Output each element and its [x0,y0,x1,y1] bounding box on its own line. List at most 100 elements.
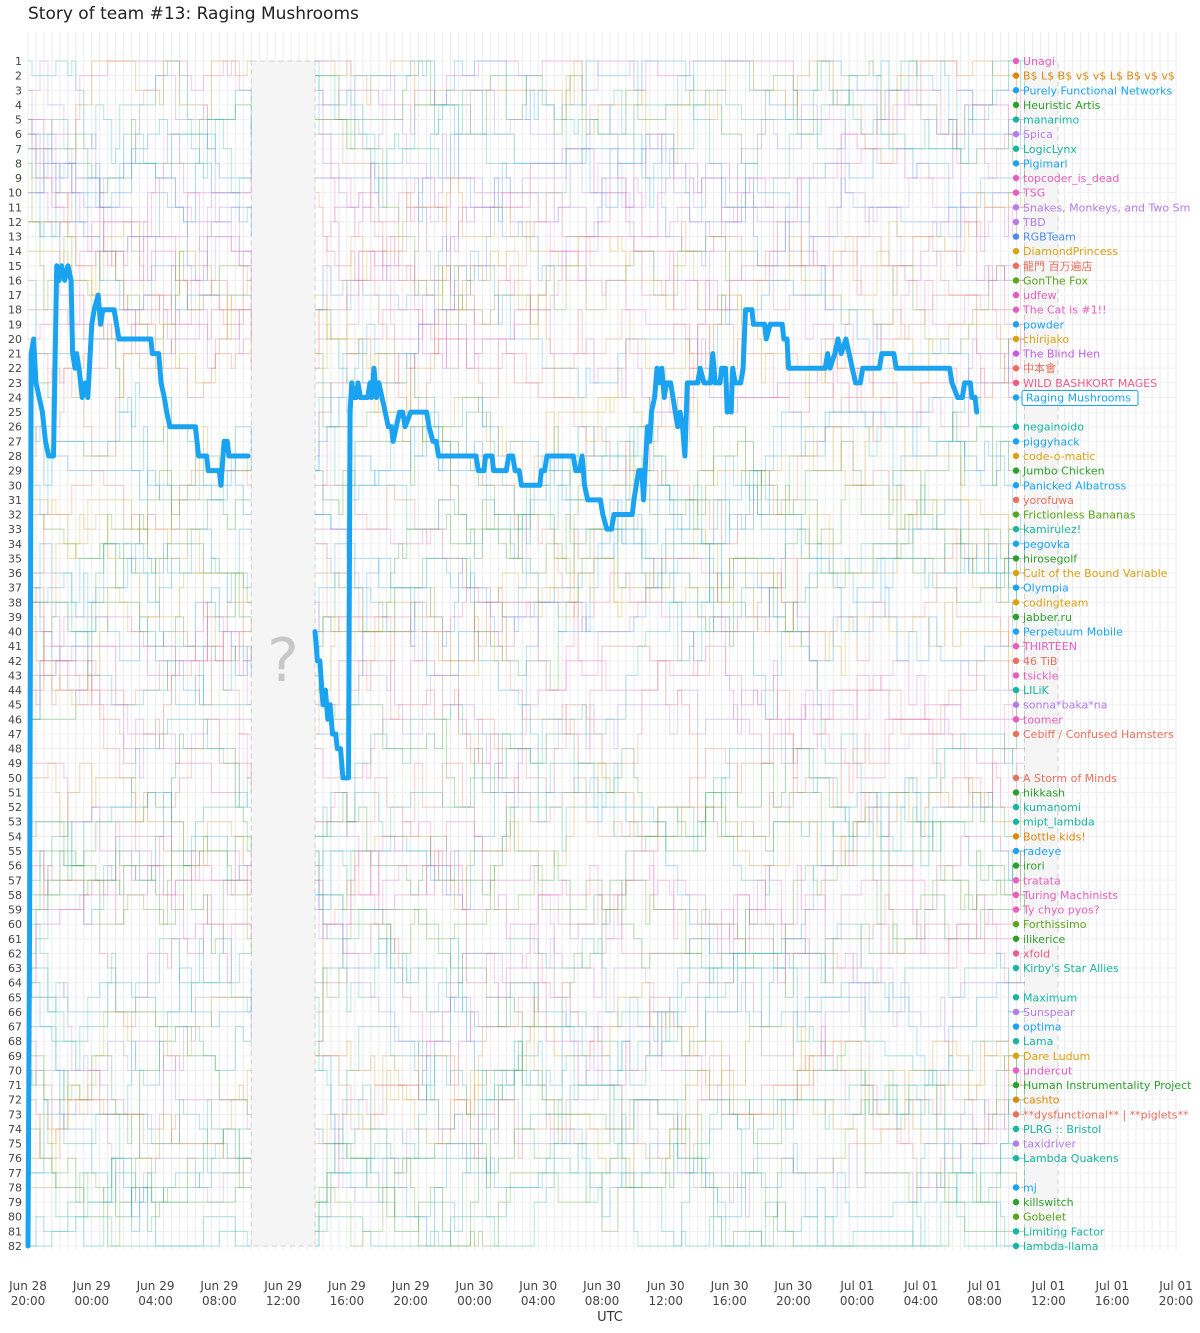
team-line [315,1026,1025,1188]
rank-tick-label: 79 [8,1196,22,1209]
team-marker-dot [1012,72,1020,79]
team-label: WILD BASHKORT MAGES [1023,377,1157,390]
team-line [315,104,1025,238]
team-marker-dot [1012,686,1020,694]
team-marker-dot [1012,423,1020,430]
team-line [28,1055,252,1247]
rank-tick-label: 44 [8,684,22,697]
team-label: Heuristic Artis [1023,99,1101,112]
rank-tick-label: 65 [8,991,22,1004]
team-line [315,792,1025,998]
team-marker-dot [1012,1242,1020,1250]
rank-tick-label: 81 [8,1225,22,1238]
rank-tick-label: 1 [15,55,22,68]
team-line [315,1040,1025,1203]
rank-tick-label: 22 [8,362,22,375]
team-label: Panicked Albatross [1023,479,1127,492]
team-label: **dysfunctional** | **piglets** [1023,1108,1189,1121]
team-label: manarimo [1023,114,1079,127]
team-line [315,967,1025,1145]
rank-tick-label: 37 [8,582,22,595]
team-line [28,850,252,969]
team-marker-dot [1012,365,1020,372]
team-label: Jumbo Chicken [1022,465,1105,478]
gap-regions: ? [250,60,1059,1247]
team-marker-dot [1012,862,1020,869]
rank-tick-label: 4 [15,99,22,112]
team-label: Unagi [1023,55,1055,68]
rank-tick-label: 19 [8,318,22,331]
team-label: A Storm of Minds [1023,772,1117,785]
team-line [315,543,1025,808]
x-tick-time-label: 20:00 [1159,1294,1194,1308]
team-label: THIRTEEN [1022,640,1077,653]
x-tick-time-label: 20:00 [393,1294,428,1308]
team-marker-dot [1012,1067,1020,1074]
team-line [315,674,1025,852]
team-marker-dot [1012,233,1020,240]
team-line [28,835,252,984]
chart-title: Story of team #13: Raging Mushrooms [28,4,359,24]
team-marker-dot [1012,555,1020,562]
team-line [315,236,1025,369]
team-line [315,309,1025,515]
team-line [315,601,1025,808]
rank-tick-label: 12 [8,216,22,229]
team-labels: Unagi B$ L$ B$ v$ v$ L$ B$ v$ v$Purely Fu… [1012,55,1192,1253]
rank-tick-label: 7 [15,143,22,156]
team-marker-dot [1012,116,1020,123]
x-tick-time-label: 20:00 [776,1294,811,1308]
team-marker-dot [1012,818,1020,825]
rank-tick-label: 28 [8,450,22,463]
team-line [315,821,1025,1042]
team-label: kumanomi [1023,801,1081,814]
x-tick-time-label: 04:00 [904,1294,939,1308]
team-line [28,762,252,881]
x-tick-time-label: 00:00 [840,1294,875,1308]
team-label: code-o-matic [1023,450,1095,463]
team-label: Limiting Factor [1023,1225,1105,1238]
rank-tick-label: 57 [8,874,22,887]
team-line [28,762,252,984]
team-label: taxidriver [1023,1138,1076,1151]
team-line [28,1055,252,1203]
team-line [315,60,1025,208]
rank-tick-label: 70 [8,1064,22,1077]
x-tick-time-label: 16:00 [712,1294,747,1308]
rank-tick-label: 29 [8,465,22,478]
rank-tick-label: 23 [8,377,22,390]
rank-tick-label: 21 [8,348,22,361]
x-tick-time-label: 12:00 [648,1294,683,1308]
team-line [315,60,1025,178]
team-label: Perpetuum Mobile [1023,626,1123,639]
team-line [28,572,252,735]
x-tick-time-label: 16:00 [1095,1294,1130,1308]
rank-tick-label: 48 [8,743,22,756]
x-tick-time-label: 12:00 [1031,1294,1066,1308]
team-label: pegovka [1023,538,1070,551]
x-tick-day-label: Jun 30 [582,1279,621,1293]
x-tick-day-label: Jun 30 [646,1279,685,1293]
team-label: powder [1023,318,1064,331]
team-label: Dare Ludum [1023,1050,1090,1063]
rank-tick-label: 78 [8,1181,22,1194]
team-line [315,426,1025,589]
rank-tick-label: 64 [8,977,22,990]
rank-tick-label: 49 [8,757,22,770]
team-marker-dot [1012,701,1020,708]
team-line [315,484,1025,706]
team-label: Sunspear [1023,1006,1075,1019]
team-line [315,1069,1025,1232]
team-marker-dot [1012,1052,1020,1060]
team-line [28,60,252,179]
team-line [315,177,1025,340]
team-line [28,587,252,706]
team-line [315,894,1025,1101]
team-marker-dot [1012,350,1020,357]
team-line [28,572,252,706]
rank-tick-label: 67 [8,1021,22,1034]
team-line [28,850,252,1028]
x-tick-time-label: 16:00 [330,1294,365,1308]
rank-tick-label: 9 [15,172,22,185]
